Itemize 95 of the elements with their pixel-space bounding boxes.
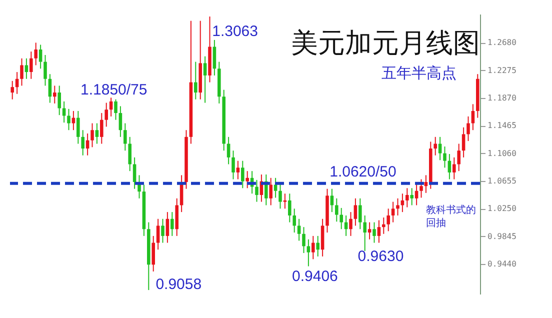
candlestick [194,61,198,100]
candlestick [44,54,47,86]
candlestick [34,42,38,66]
annotation: 1.3063 [212,22,258,40]
candlestick [175,198,178,236]
candlestick [124,122,127,152]
candlestick [372,222,376,244]
candlestick [38,44,42,70]
candlestick [335,198,338,222]
candlestick [457,143,460,172]
candlestick [278,184,282,210]
candlestick [434,136,437,156]
candlestick [156,218,160,250]
candlestick [452,156,456,180]
candlestick [330,188,334,213]
y-tick-label: 1.2275 [488,66,517,75]
candlestick [212,39,216,76]
candlestick [466,116,470,142]
annotation: 0.9630 [358,248,404,266]
candlestick [161,218,164,244]
candlestick [358,198,362,230]
candlestick [354,198,358,226]
candlestick [283,193,287,210]
candlestick [312,235,315,260]
candlestick [382,217,386,234]
annotation: 1.1850/75 [80,82,148,99]
candlestick [48,74,52,104]
candlestick [246,170,249,189]
candlestick [95,122,99,144]
candlestick [226,136,230,165]
y-tick-label: 1.0655 [488,176,517,186]
candlestick [316,235,320,257]
y-tick-label: 0.9440 [488,259,517,268]
candlestick [90,122,94,148]
candlestick [10,80,14,100]
candlestick [53,85,56,104]
candlestick [349,212,352,236]
y-tick-label: 1.2680 [488,38,517,48]
candlestick [396,198,400,216]
y-tick-label: 1.1870 [488,94,517,102]
candlestick [81,130,84,156]
candlestick [391,201,395,223]
y-tick-label: 1.1060 [488,148,517,158]
annotation: 五年半高点 [381,64,456,82]
candlestick [292,208,296,234]
candlestick [340,207,343,230]
candlestick [420,178,423,198]
candlestick [297,218,301,242]
candlestick [462,126,466,158]
candlestick [438,136,442,161]
candlestick [30,51,33,80]
candlestick [152,235,155,272]
candlestick [302,226,306,254]
candlestick [241,160,244,189]
candlestick [414,184,418,206]
candlestick [320,218,324,257]
y-tick-label: 1.0250 [488,204,517,214]
candlestick [58,85,61,116]
candlestick [114,98,118,120]
candlestick [100,112,104,144]
candlestick [288,193,292,223]
candlestick [443,146,446,168]
candlestick [368,222,372,240]
annotation: 0.9406 [292,268,338,285]
annotation: 0.9058 [156,276,202,294]
candlestick [377,220,381,244]
candlestick [406,188,409,208]
candlestick [203,56,207,104]
candlestick [448,154,452,180]
candlestick [67,108,70,131]
candlestick [363,214,366,252]
candlestick [386,208,390,232]
candlestick [306,238,310,267]
candlestick [232,150,235,180]
candlestick [24,58,28,80]
candlestick [72,110,76,131]
candlestick [62,100,66,124]
candlestick [170,212,174,236]
candlestick [410,188,414,206]
candlestick [76,110,80,144]
candlestick [255,179,258,202]
candlestick [104,102,108,128]
candlestick [269,177,272,206]
candlestick [118,106,122,138]
candlestick [166,212,170,244]
annotation: 教科书式的回抽 [426,204,476,229]
candlestick [471,104,475,131]
candlestick [236,160,240,180]
y-tick-label: 1.1465 [488,121,517,130]
candlestick [128,136,132,172]
candlestick [20,58,24,86]
ref-line-label: 1.0620/50 [330,163,396,180]
text: 美元加元月线图 [291,28,480,58]
y-tick-label: 0.9845 [488,232,517,241]
candlestick [132,156,136,190]
